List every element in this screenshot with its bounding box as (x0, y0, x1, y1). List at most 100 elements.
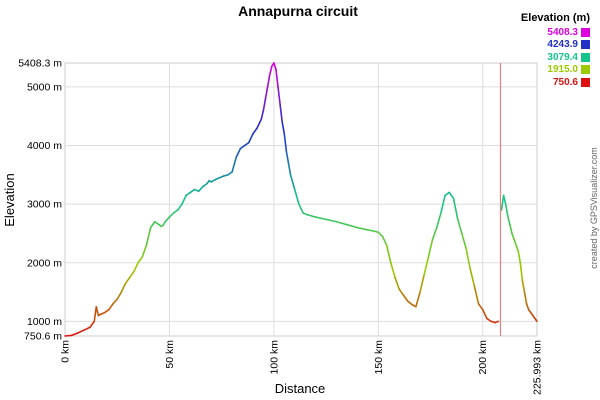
elevation-segment (89, 320, 96, 329)
elevation-segment (461, 232, 467, 249)
elevation-segment (260, 109, 265, 120)
elevation-segment (264, 86, 269, 100)
elevation-segment (70, 332, 79, 337)
elevation-segment (346, 223, 359, 229)
elevation-segment (231, 156, 238, 173)
elevation-segment (486, 317, 492, 323)
y-tick-label: 2000 m (27, 257, 62, 269)
elevation-segment (367, 229, 375, 232)
elevation-segment (83, 326, 91, 331)
elevation-segment (120, 282, 127, 293)
elevation-segment (189, 188, 196, 194)
elevation-segment (181, 194, 187, 205)
credit-text: created by GPSVisualizer.com (589, 147, 599, 268)
elevation-segment (444, 191, 451, 197)
elevation-segment (252, 127, 258, 135)
elevation-segment (465, 247, 471, 270)
x-tick-label: 150 km (373, 340, 385, 375)
elevation-segment (262, 97, 267, 112)
elevation-segment (431, 226, 438, 241)
elevation-segment (385, 244, 392, 264)
legend-swatch (581, 77, 590, 87)
elevation-segment (448, 191, 455, 200)
elevation-segment (517, 250, 522, 264)
elevation-segment (398, 288, 405, 296)
legend-entry: 750.6 (495, 76, 590, 89)
elevation-segment (298, 203, 304, 214)
chart-title: Annapurna circuit (238, 3, 358, 19)
legend-entry: 5408.3 (495, 26, 590, 39)
legend-entry: 4243.9 (495, 39, 590, 52)
elevation-segment (172, 209, 179, 214)
legend-swatch (581, 40, 590, 50)
y-tick-label: 5408.3 m (18, 58, 62, 70)
x-tick-label: 50 km (164, 340, 176, 369)
elevation-segment (124, 276, 131, 285)
elevation-segment (406, 300, 413, 306)
elevation-segment (137, 256, 144, 264)
elevation-segment (390, 261, 396, 279)
elevation-segment (440, 194, 446, 214)
elevation-series-line (64, 62, 500, 337)
elevation-segment (128, 270, 135, 279)
elevation-segment (481, 308, 488, 320)
elevation-segment (197, 185, 204, 193)
elevation-segment (275, 68, 279, 88)
elevation-segment (314, 216, 327, 221)
elevation-segment (534, 317, 538, 323)
elevation-segment (289, 174, 296, 191)
elevation-segment (283, 133, 288, 153)
elevation-segment (435, 212, 442, 229)
elevation-segment (64, 334, 73, 337)
elevation-segment (511, 232, 515, 241)
elevation-segment (247, 133, 254, 144)
legend-swatch (581, 52, 590, 62)
elevation-segment (419, 273, 426, 293)
x-axis-label: Distance (275, 381, 326, 396)
elevation-segment (239, 144, 246, 150)
elevation-segment (227, 171, 233, 176)
elevation-segment (506, 215, 511, 226)
elevation-segment (377, 231, 384, 238)
elevation-segment (504, 203, 509, 217)
elevation-segment (519, 261, 524, 282)
legend-entry-label: 3079.4 (547, 51, 578, 63)
elevation-segment (335, 220, 348, 226)
legend-swatch (581, 65, 590, 75)
y-tick-label: 750.6 m (24, 331, 62, 343)
legend-entry-label: 4243.9 (547, 39, 578, 51)
legend-entry: 1915.0 (495, 64, 590, 77)
elevation-segment (509, 223, 513, 235)
elevation-segment (456, 218, 463, 235)
y-tick-label: 5000 m (27, 81, 62, 93)
elevation-segment (356, 226, 369, 231)
elevation-segment (473, 285, 480, 305)
elevation-segment (273, 62, 277, 71)
elevation-segment (154, 220, 160, 226)
elevation-segment (112, 298, 119, 305)
legend-entry: 3079.4 (495, 51, 590, 64)
plot-area (64, 62, 538, 337)
y-tick-label: 4000 m (27, 140, 62, 152)
legend-title: Elevation (m) (520, 12, 590, 24)
elevation-segment (103, 308, 110, 314)
elevation-segment (145, 226, 152, 246)
y-tick-label: 3000 m (27, 199, 62, 211)
elevation-segment (149, 220, 156, 229)
x-tick-label: 200 km (477, 340, 489, 375)
elevation-segment (141, 244, 148, 258)
elevation-segment (185, 191, 192, 197)
elevation-segment (525, 302, 530, 311)
elevation-series-line (500, 194, 538, 323)
x-tick-label: 225.993 km (532, 340, 544, 395)
elevation-segment (523, 291, 528, 305)
elevation-segment (452, 197, 459, 220)
elevation-segment (502, 194, 507, 205)
y-tick-label: 1000 m (27, 316, 62, 328)
elevation-segment (95, 305, 100, 317)
legend-entry-label: 750.6 (552, 76, 578, 88)
elevation-segment (168, 212, 175, 218)
elevation-segment (281, 121, 286, 135)
elevation-segment (93, 305, 98, 323)
